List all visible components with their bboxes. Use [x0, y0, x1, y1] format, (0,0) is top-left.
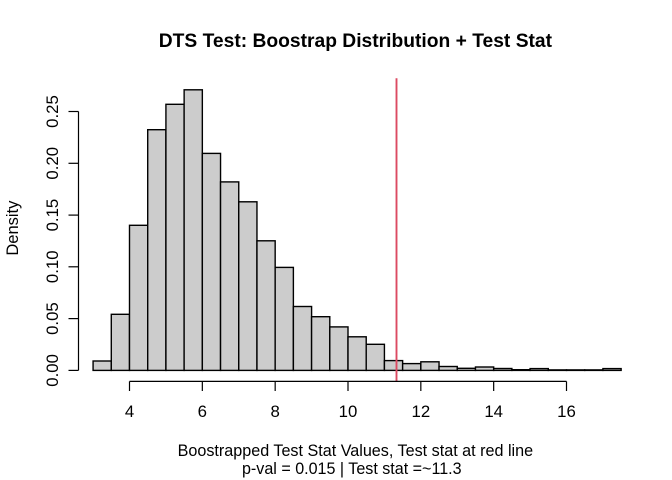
svg-text:p-val = 0.015 | Test stat =~11: p-val = 0.015 | Test stat =~11.3 — [242, 459, 462, 478]
svg-text:14: 14 — [484, 402, 503, 421]
svg-text:10: 10 — [339, 402, 358, 421]
svg-text:0.25: 0.25 — [43, 95, 62, 128]
svg-text:16: 16 — [557, 402, 576, 421]
svg-text:12: 12 — [411, 402, 430, 421]
svg-text:6: 6 — [198, 402, 207, 421]
svg-text:0.10: 0.10 — [43, 250, 62, 283]
svg-text:8: 8 — [270, 402, 279, 421]
svg-text:0.00: 0.00 — [43, 354, 62, 387]
svg-text:Boostrapped Test Stat Values,: Boostrapped Test Stat Values, Test stat … — [178, 441, 534, 460]
svg-text:DTS Test: Boostrap Distributio: DTS Test: Boostrap Distribution + Test S… — [159, 30, 553, 52]
svg-text:0.05: 0.05 — [43, 302, 62, 335]
svg-text:Density: Density — [3, 200, 22, 256]
svg-text:0.20: 0.20 — [43, 147, 62, 180]
svg-text:0.15: 0.15 — [43, 199, 62, 232]
svg-text:4: 4 — [125, 402, 134, 421]
